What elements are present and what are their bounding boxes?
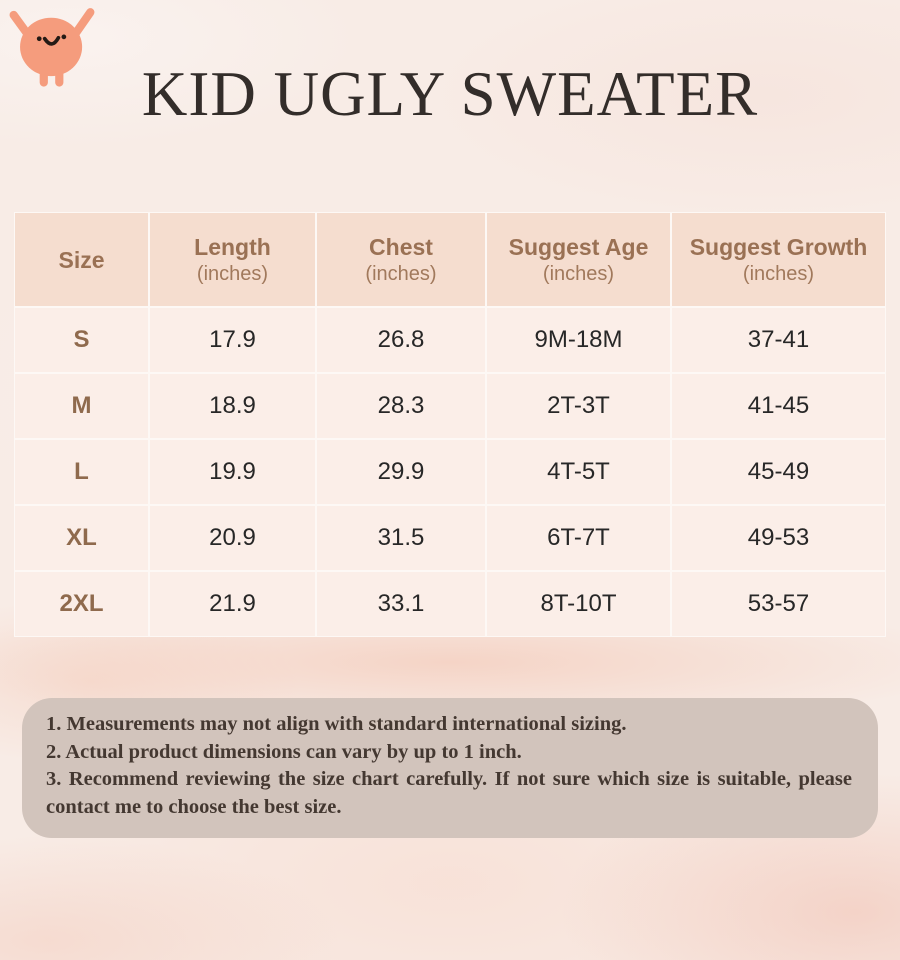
- cell-growth: 49-53: [672, 506, 885, 570]
- growth-value: 53-57: [747, 590, 810, 617]
- cell-length: 17.9: [150, 308, 315, 372]
- length-value: 20.9: [209, 524, 256, 551]
- length-value: 18.9: [209, 392, 256, 419]
- age-value: 9M-18M: [534, 326, 623, 353]
- size-value: M: [71, 392, 92, 419]
- header-unit: (inches): [196, 262, 269, 285]
- age-value: 4T-5T: [547, 458, 610, 485]
- cell-age: 4T-5T: [487, 440, 670, 504]
- chest-value: 28.3: [377, 392, 425, 419]
- cell-length: 20.9: [150, 506, 315, 570]
- cell-age: 2T-3T: [487, 374, 670, 438]
- header-label: Chest: [369, 233, 433, 260]
- cell-age: 8T-10T: [487, 572, 670, 636]
- cell-size: M: [15, 374, 148, 438]
- note-item-1: 1. Measurements may not align with stand…: [46, 713, 627, 735]
- size-value: L: [74, 458, 89, 485]
- cell-size: S: [15, 308, 148, 372]
- header-unit: (inches): [365, 262, 437, 285]
- cell-size: XL: [15, 506, 148, 570]
- age-value: 6T-7T: [547, 524, 610, 551]
- chest-value: 29.9: [377, 458, 425, 485]
- length-value: 21.9: [209, 590, 256, 617]
- length-value: 17.9: [209, 326, 256, 353]
- header-cell-chest: Chest (inches): [317, 213, 485, 306]
- length-value: 19.9: [209, 458, 256, 485]
- cell-growth: 45-49: [672, 440, 885, 504]
- header-cell-suggest-growth: Suggest Growth (inches): [672, 213, 885, 306]
- header-unit: (inches): [542, 262, 615, 285]
- page-title: KID UGLY SWEATER: [141, 59, 759, 129]
- cell-growth: 37-41: [672, 308, 885, 372]
- header-label: Suggest Growth: [689, 233, 868, 260]
- header-cell-suggest-age: Suggest Age (inches): [487, 213, 670, 306]
- cell-length: 21.9: [150, 572, 315, 636]
- cell-chest: 29.9: [317, 440, 485, 504]
- cell-size: 2XL: [15, 572, 148, 636]
- cell-growth: 41-45: [672, 374, 885, 438]
- header-label: Size: [58, 246, 105, 273]
- header-cell-length: Length (inches): [150, 213, 315, 306]
- chest-value: 33.1: [377, 590, 425, 617]
- note-item-2: 2. Actual product dimensions can vary by…: [46, 740, 522, 763]
- age-value: 2T-3T: [547, 392, 610, 419]
- header-cell-size: Size: [15, 213, 148, 306]
- cell-growth: 53-57: [672, 572, 885, 636]
- cell-length: 19.9: [150, 440, 315, 504]
- size-value: XL: [66, 524, 97, 551]
- age-value: 8T-10T: [540, 590, 617, 617]
- growth-value: 41-45: [747, 392, 810, 419]
- sizing-notes-panel: 1. Measurements may not align with stand…: [22, 698, 878, 838]
- size-value: 2XL: [59, 590, 104, 617]
- size-chart-table: Size Length (inches) Chest (inches) Sugg…: [15, 213, 885, 636]
- cell-chest: 31.5: [317, 506, 485, 570]
- header-label: Length: [194, 233, 271, 260]
- cell-length: 18.9: [150, 374, 315, 438]
- growth-value: 37-41: [747, 326, 810, 353]
- growth-value: 49-53: [747, 524, 810, 551]
- header-unit: (inches): [742, 262, 815, 285]
- cell-chest: 28.3: [317, 374, 485, 438]
- cell-chest: 33.1: [317, 572, 485, 636]
- chest-value: 26.8: [377, 326, 425, 353]
- cell-size: L: [15, 440, 148, 504]
- size-value: S: [73, 326, 90, 353]
- cell-age: 6T-7T: [487, 506, 670, 570]
- chest-value: 31.5: [377, 524, 425, 551]
- cell-chest: 26.8: [317, 308, 485, 372]
- header-label: Suggest Age: [508, 233, 649, 260]
- growth-value: 45-49: [747, 458, 810, 485]
- cell-age: 9M-18M: [487, 308, 670, 372]
- smiling-blob-mascot-icon: [9, 8, 95, 87]
- note-item-3: 3. Recommend reviewing the size chart ca…: [46, 768, 852, 818]
